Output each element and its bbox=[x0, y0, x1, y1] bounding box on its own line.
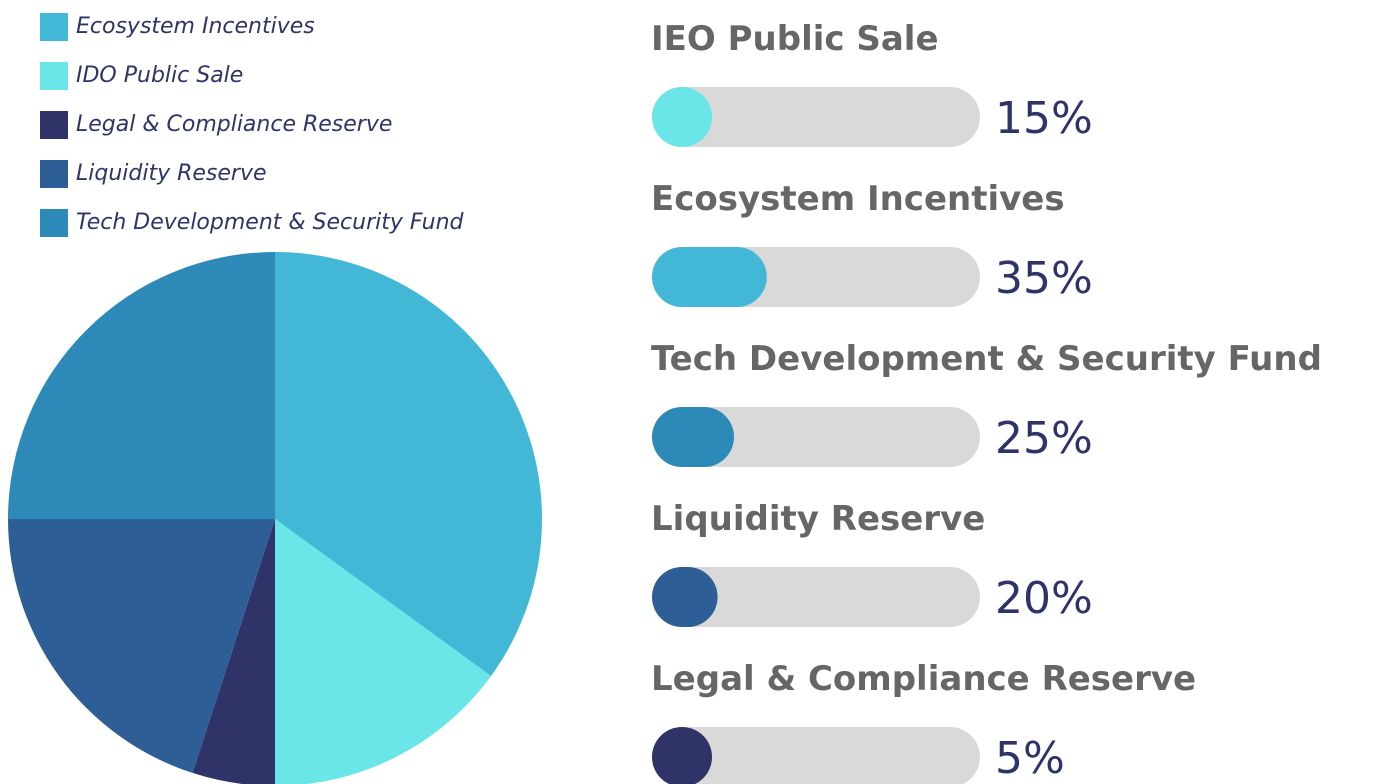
pie-slice bbox=[275, 519, 492, 784]
legend-label: Liquidity Reserve bbox=[76, 161, 267, 186]
pie-slice bbox=[192, 519, 275, 784]
bar-fill bbox=[652, 727, 712, 784]
legend-swatch bbox=[40, 111, 68, 139]
bar-fill bbox=[652, 87, 712, 147]
bar-value-label: 35% bbox=[995, 253, 1093, 304]
legend-swatch bbox=[40, 62, 68, 90]
pie-slice bbox=[8, 252, 275, 519]
bar-title: Liquidity Reserve bbox=[651, 499, 985, 539]
bar-title: Tech Development & Security Fund bbox=[651, 339, 1322, 379]
bar-track bbox=[652, 727, 980, 784]
bar-track bbox=[652, 407, 980, 467]
legend-swatch bbox=[40, 160, 68, 188]
bar-title: Legal & Compliance Reserve bbox=[651, 659, 1196, 699]
bar-value-label: 25% bbox=[995, 413, 1093, 464]
bar-value-label: 15% bbox=[995, 93, 1093, 144]
legend-label: Tech Development & Security Fund bbox=[76, 210, 465, 235]
pie-slice bbox=[275, 252, 542, 676]
legend-label: Ecosystem Incentives bbox=[76, 14, 315, 39]
bar-track bbox=[652, 567, 980, 627]
bar-title: IEO Public Sale bbox=[651, 19, 939, 59]
legend-swatch bbox=[40, 13, 68, 41]
legend-label: IDO Public Sale bbox=[76, 63, 243, 88]
bar-track bbox=[652, 87, 980, 147]
legend-label: Legal & Compliance Reserve bbox=[76, 112, 392, 137]
bar-title: Ecosystem Incentives bbox=[651, 179, 1065, 219]
bar-fill bbox=[652, 407, 734, 467]
bar-fill bbox=[652, 247, 767, 307]
legend-swatch bbox=[40, 209, 68, 237]
bar-value-label: 5% bbox=[995, 733, 1065, 784]
pie-slice bbox=[8, 519, 275, 773]
bar-value-label: 20% bbox=[995, 573, 1093, 624]
bar-fill bbox=[652, 567, 718, 627]
